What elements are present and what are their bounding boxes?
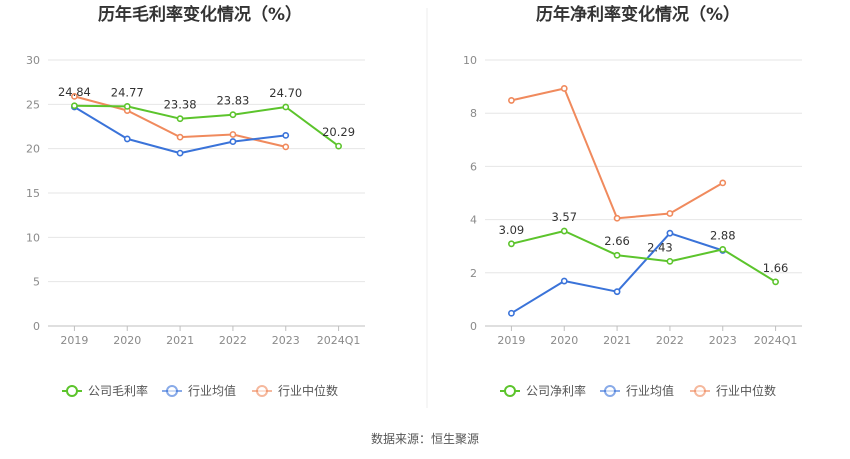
data-label: 2.66 bbox=[604, 234, 630, 248]
data-point-company bbox=[71, 102, 78, 110]
legend-marker bbox=[256, 385, 268, 397]
chart-title: 历年毛利率变化情况（%） bbox=[98, 4, 302, 25]
data-label: 2.43 bbox=[647, 240, 673, 254]
y-tick-label: 10 bbox=[26, 231, 40, 244]
data-point-company bbox=[508, 240, 515, 248]
y-tick-label: 5 bbox=[33, 276, 40, 289]
data-point-industry_median bbox=[560, 85, 568, 92]
y-tick-label: 10 bbox=[463, 54, 477, 67]
data-point-company bbox=[560, 227, 568, 235]
y-tick-label: 25 bbox=[26, 98, 40, 111]
y-tick-label: 4 bbox=[470, 214, 477, 227]
legend-marker bbox=[694, 385, 706, 397]
data-label: 1.66 bbox=[763, 261, 789, 275]
series-line-company bbox=[74, 104, 340, 147]
data-point-industry_avg bbox=[508, 309, 515, 317]
legend-label: 行业均值 bbox=[188, 383, 236, 398]
data-point-company bbox=[719, 245, 727, 253]
data-point-industry_median bbox=[613, 214, 621, 222]
data-point-industry_avg bbox=[229, 138, 237, 145]
x-tick-label: 2024Q1 bbox=[754, 334, 798, 347]
data-label: 2.88 bbox=[710, 228, 736, 242]
y-tick-label: 20 bbox=[26, 143, 40, 156]
data-label: 24.70 bbox=[269, 86, 302, 100]
series-line-industry_avg bbox=[73, 106, 286, 155]
legend-label: 行业中位数 bbox=[278, 383, 338, 398]
data-point-company bbox=[229, 111, 237, 119]
data-point-industry_avg bbox=[613, 288, 621, 296]
data-point-industry_median bbox=[666, 210, 674, 217]
data-point-company bbox=[772, 278, 779, 286]
net-margin-chart: 历年净利率变化情况（%） 0 2 4 6 8 10 2019 2020 2021 2022 2023 2… bbox=[463, 4, 802, 398]
series-line-industry_median bbox=[511, 87, 724, 220]
data-label: 3.09 bbox=[499, 223, 525, 237]
data-point-company bbox=[335, 142, 342, 150]
x-tick-label: 2022 bbox=[656, 334, 684, 347]
data-point-industry_median bbox=[229, 131, 237, 138]
data-label: 23.83 bbox=[216, 94, 249, 108]
data-point-industry_avg bbox=[176, 149, 184, 157]
legend-marker bbox=[66, 385, 78, 397]
legend-label: 公司毛利率 bbox=[88, 383, 148, 398]
y-tick-label: 2 bbox=[470, 267, 477, 280]
x-tick-label: 2020 bbox=[550, 334, 578, 347]
legend-label: 行业中位数 bbox=[716, 383, 776, 398]
data-point-company bbox=[613, 251, 621, 259]
data-label: 24.84 bbox=[58, 85, 91, 99]
legend-marker bbox=[166, 385, 178, 397]
x-tick-label: 2019 bbox=[60, 334, 88, 347]
series-line-company bbox=[511, 230, 777, 283]
data-point-company bbox=[666, 257, 674, 265]
data-point-industry_median bbox=[282, 143, 290, 151]
y-tick-label: 6 bbox=[470, 160, 477, 173]
data-point-industry_avg bbox=[123, 135, 131, 143]
x-tick-label: 2019 bbox=[497, 334, 525, 347]
data-point-industry_avg bbox=[282, 131, 290, 139]
data-point-company bbox=[123, 102, 131, 110]
y-tick-label: 15 bbox=[26, 187, 40, 200]
data-point-company bbox=[176, 115, 184, 123]
x-tick-label: 2023 bbox=[272, 334, 300, 347]
legend-item-company: 公司毛利率 bbox=[62, 383, 148, 398]
data-label: 24.77 bbox=[111, 85, 144, 99]
data-point-industry_median bbox=[508, 97, 515, 104]
legend-item-industry_avg: 行业均值 bbox=[162, 383, 236, 398]
data-point-industry_median bbox=[71, 92, 78, 100]
data-source: 数据来源：恒生聚源 bbox=[371, 431, 479, 446]
legend-label: 行业均值 bbox=[626, 383, 674, 398]
data-point-industry_median bbox=[719, 179, 727, 187]
legend-item-industry_avg: 行业均值 bbox=[600, 383, 674, 398]
y-tick-label: 0 bbox=[470, 320, 477, 333]
data-label: 20.29 bbox=[322, 125, 355, 139]
x-tick-label: 2020 bbox=[113, 334, 141, 347]
data-label: 23.38 bbox=[164, 98, 197, 112]
x-tick-label: 2024Q1 bbox=[317, 334, 361, 347]
legend-item-industry_median: 行业中位数 bbox=[252, 383, 338, 398]
gross-margin-chart: 历年毛利率变化情况（%） 0 5 10 15 20 25 30 2019 2020 2021 2022… bbox=[26, 4, 365, 398]
legend-item-company: 公司净利率 bbox=[500, 383, 586, 398]
legend-label: 公司净利率 bbox=[526, 383, 586, 398]
legend-marker bbox=[504, 385, 516, 397]
x-tick-label: 2023 bbox=[709, 334, 737, 347]
legend-item-industry_median: 行业中位数 bbox=[690, 383, 776, 398]
y-tick-label: 8 bbox=[470, 107, 477, 120]
data-label: 3.57 bbox=[551, 210, 577, 224]
y-tick-label: 0 bbox=[33, 320, 40, 333]
legend-marker bbox=[604, 385, 616, 397]
data-point-industry_median bbox=[176, 133, 184, 141]
data-point-industry_avg bbox=[666, 229, 674, 237]
data-point-industry_avg bbox=[560, 277, 568, 285]
x-tick-label: 2022 bbox=[219, 334, 247, 347]
chart-title: 历年净利率变化情况（%） bbox=[536, 4, 740, 25]
x-tick-label: 2021 bbox=[166, 334, 194, 347]
x-tick-label: 2021 bbox=[603, 334, 631, 347]
y-tick-label: 30 bbox=[26, 54, 40, 67]
data-point-company bbox=[282, 103, 290, 111]
